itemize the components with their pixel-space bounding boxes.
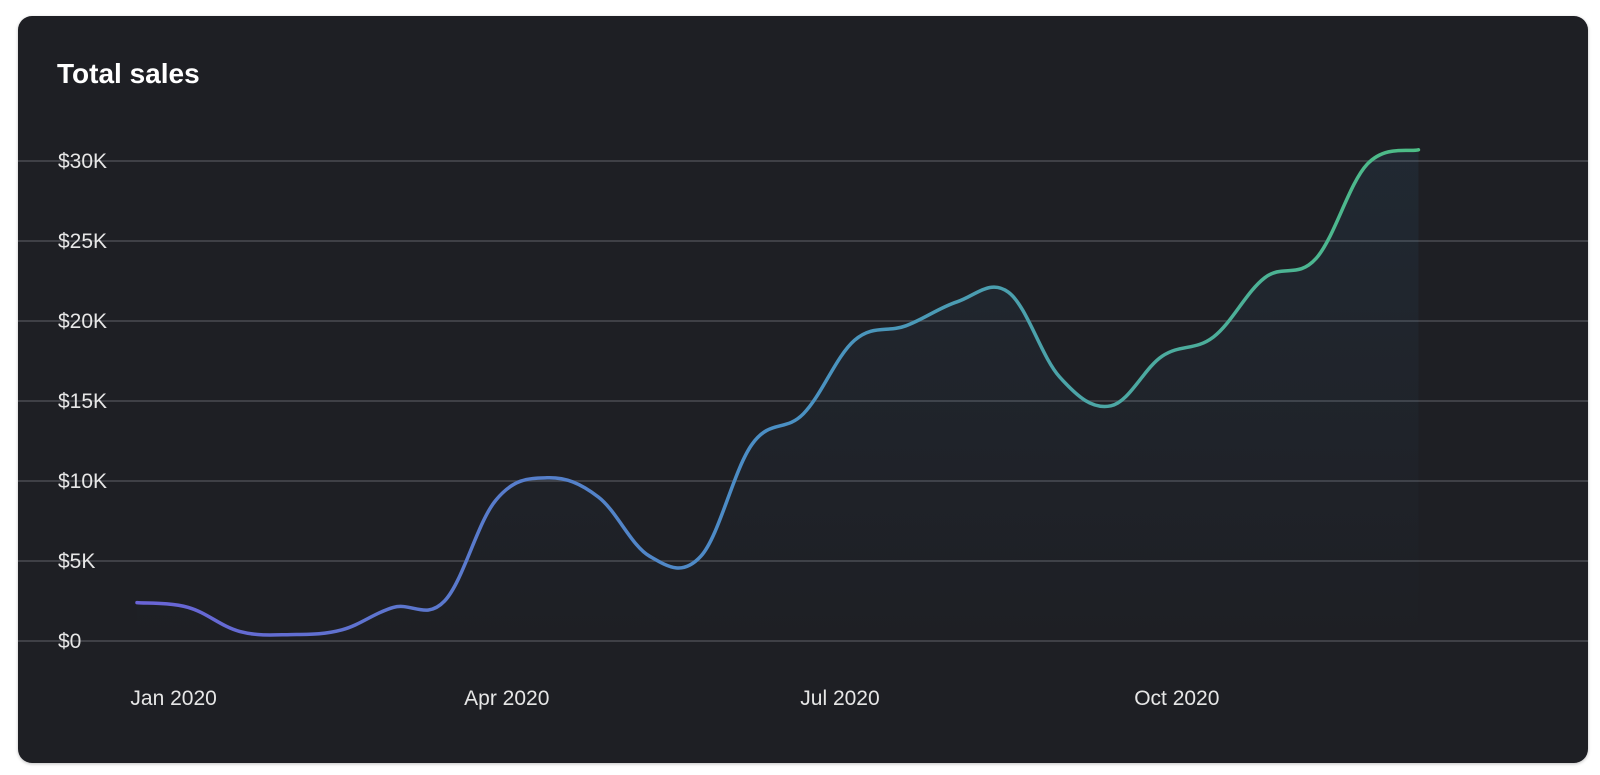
data-point: [1210, 334, 1216, 340]
data-point: [1005, 289, 1011, 295]
chart-title: Total sales: [57, 58, 200, 89]
y-tick-label: $5K: [58, 550, 95, 573]
data-point: [1415, 147, 1421, 153]
y-tick-label: $15K: [58, 390, 107, 413]
x-axis-ticks: Jan 2020 Apr 2020 Jul 2020 Oct 2020: [130, 687, 1219, 710]
data-point: [800, 411, 806, 417]
data-point: [134, 600, 140, 606]
y-tick-label: $25K: [58, 230, 107, 253]
data-point: [185, 604, 191, 610]
sales-line-chart: $0 $5K $10K $15K $20K $25K $30K Jan 2020 Apr 20…: [18, 147, 1588, 710]
data-point: [288, 632, 294, 638]
data-point: [698, 553, 704, 559]
data-point: [390, 604, 396, 610]
x-tick-label: Oct 2020: [1134, 687, 1219, 710]
data-point: [442, 598, 448, 604]
data-point: [544, 475, 550, 481]
data-point: [647, 553, 653, 559]
x-tick-label: Jan 2020: [130, 687, 216, 710]
x-tick-label: Apr 2020: [464, 687, 549, 710]
data-point: [1057, 374, 1063, 380]
series-line: [135, 148, 1421, 637]
data-point: [595, 494, 601, 500]
y-tick-label: $20K: [58, 310, 107, 333]
y-tick-label: $10K: [58, 470, 107, 493]
data-point: [493, 497, 499, 503]
data-point: [1313, 256, 1319, 262]
data-point: [1159, 353, 1165, 359]
data-point: [1364, 161, 1370, 167]
data-point: [749, 441, 755, 447]
data-point: [1108, 403, 1114, 409]
data-point: [852, 337, 858, 343]
data-point: [339, 627, 345, 633]
chart-card: $0 $5K $10K $15K $20K $25K $30K Jan 2020 Apr 20…: [18, 16, 1588, 763]
x-tick-label: Jul 2020: [800, 687, 879, 710]
data-point: [903, 323, 909, 329]
y-axis-ticks: $0 $5K $10K $15K $20K $25K $30K: [58, 150, 107, 653]
y-tick-label: $30K: [58, 150, 107, 173]
data-point: [237, 628, 243, 634]
series-area-fill: [137, 149, 1419, 642]
data-point: [954, 299, 960, 305]
data-point: [1262, 275, 1268, 281]
y-tick-label: $0: [58, 630, 81, 653]
